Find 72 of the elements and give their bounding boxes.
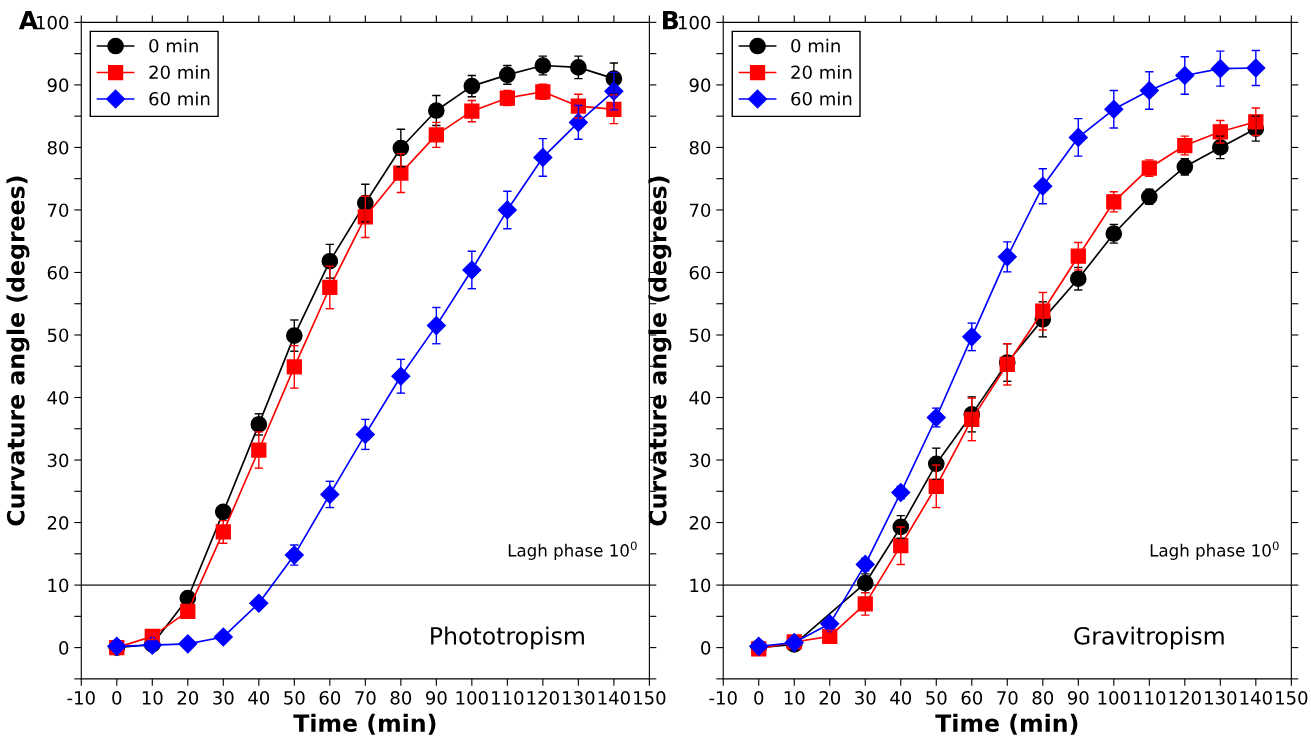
x-tick-label: 140 xyxy=(598,690,630,705)
legend-label: 0 min xyxy=(791,38,840,53)
x-tick-label: 20 xyxy=(819,690,841,705)
y-tick-label: 80 xyxy=(689,140,711,155)
y-tick-label: 10 xyxy=(48,578,69,593)
y-tick-label: 40 xyxy=(47,390,69,405)
y-tick-label: 20 xyxy=(47,516,69,530)
x-axis-title: Time (min) xyxy=(935,713,1078,735)
x-tick-label: 80 xyxy=(390,690,412,705)
annotation: Gravitropism xyxy=(1074,626,1224,650)
y-axis-title: Curvature angle (degrees) xyxy=(6,176,30,526)
x-tick-label: 150 xyxy=(1276,690,1308,705)
legend-label: 20 min xyxy=(149,65,210,80)
y-tick-label: 60 xyxy=(47,265,69,280)
x-tick-label: 10 xyxy=(784,690,805,705)
legend-label: 60 min xyxy=(791,91,852,106)
y-tick-label: 20 xyxy=(689,516,711,530)
y-tick-label: 70 xyxy=(689,203,711,218)
x-tick-label: 150 xyxy=(634,690,666,705)
x-tick-label: 100 xyxy=(456,690,488,705)
ref-line-label: Lagh phase 10$^{0}$ xyxy=(1150,541,1279,560)
x-tick-label: 130 xyxy=(563,690,595,705)
legend-label: 0 min xyxy=(149,38,198,53)
y-tick-label: 0 xyxy=(59,641,69,655)
x-tick-label: 30 xyxy=(213,690,234,705)
y-tick-label: 90 xyxy=(689,78,711,93)
x-tick-label: 140 xyxy=(1240,690,1272,705)
x-tick-label: 130 xyxy=(1205,690,1237,705)
legend-label: 20 min xyxy=(791,65,852,80)
chart-title: A xyxy=(18,11,39,30)
y-tick-label: 10 xyxy=(690,578,711,593)
x-tick-label: 110 xyxy=(492,690,524,705)
x-tick-label: 0 xyxy=(754,690,764,705)
annotation: Phototropism xyxy=(431,626,584,650)
y-tick-label: 30 xyxy=(689,453,711,468)
y-tick-label: 90 xyxy=(47,78,69,93)
y-tick-label: 50 xyxy=(47,328,69,343)
y-tick-label: 40 xyxy=(689,390,711,405)
x-tick-label: 100 xyxy=(1098,690,1130,705)
y-tick-label: 100 xyxy=(37,15,69,30)
x-tick-label: 50 xyxy=(926,690,947,705)
x-tick-label: 30 xyxy=(855,690,876,705)
y-tick-label: 0 xyxy=(701,641,711,655)
ref-line-label: Lagh phase 10$^{0}$ xyxy=(508,541,637,560)
x-tick-label: 20 xyxy=(177,690,199,705)
x-tick-label: 40 xyxy=(890,690,912,705)
x-tick-label: 0 xyxy=(112,690,122,705)
x-tick-label: 10 xyxy=(142,690,163,705)
x-tick-label: 70 xyxy=(355,690,376,705)
y-tick-label: 60 xyxy=(689,265,711,280)
x-tick-label: 80 xyxy=(1032,690,1054,705)
x-tick-label: 110 xyxy=(1134,690,1166,705)
y-tick-label: 100 xyxy=(678,15,711,30)
x-tick-label: 60 xyxy=(961,690,983,705)
x-axis-title: Time (min) xyxy=(293,713,436,735)
y-tick-label: 30 xyxy=(47,453,69,468)
x-tick-label: 90 xyxy=(1067,690,1089,705)
y-tick-label: 70 xyxy=(47,203,69,218)
y-tick-label: 50 xyxy=(689,328,711,343)
x-tick-label: -10 xyxy=(67,690,95,705)
y-axis-title: Curvature angle (degrees) xyxy=(648,176,672,526)
x-tick-label: -10 xyxy=(709,690,737,705)
x-tick-label: 120 xyxy=(527,690,559,705)
x-tick-label: 40 xyxy=(248,690,270,705)
y-tick-label: 80 xyxy=(47,140,69,155)
x-tick-label: 90 xyxy=(425,690,447,705)
x-tick-label: 50 xyxy=(284,690,305,705)
x-tick-label: 120 xyxy=(1169,690,1201,705)
legend-label: 60 min xyxy=(149,91,210,106)
chart-title: B xyxy=(663,11,679,30)
x-tick-label: 70 xyxy=(997,690,1018,705)
x-tick-label: 60 xyxy=(319,690,341,705)
